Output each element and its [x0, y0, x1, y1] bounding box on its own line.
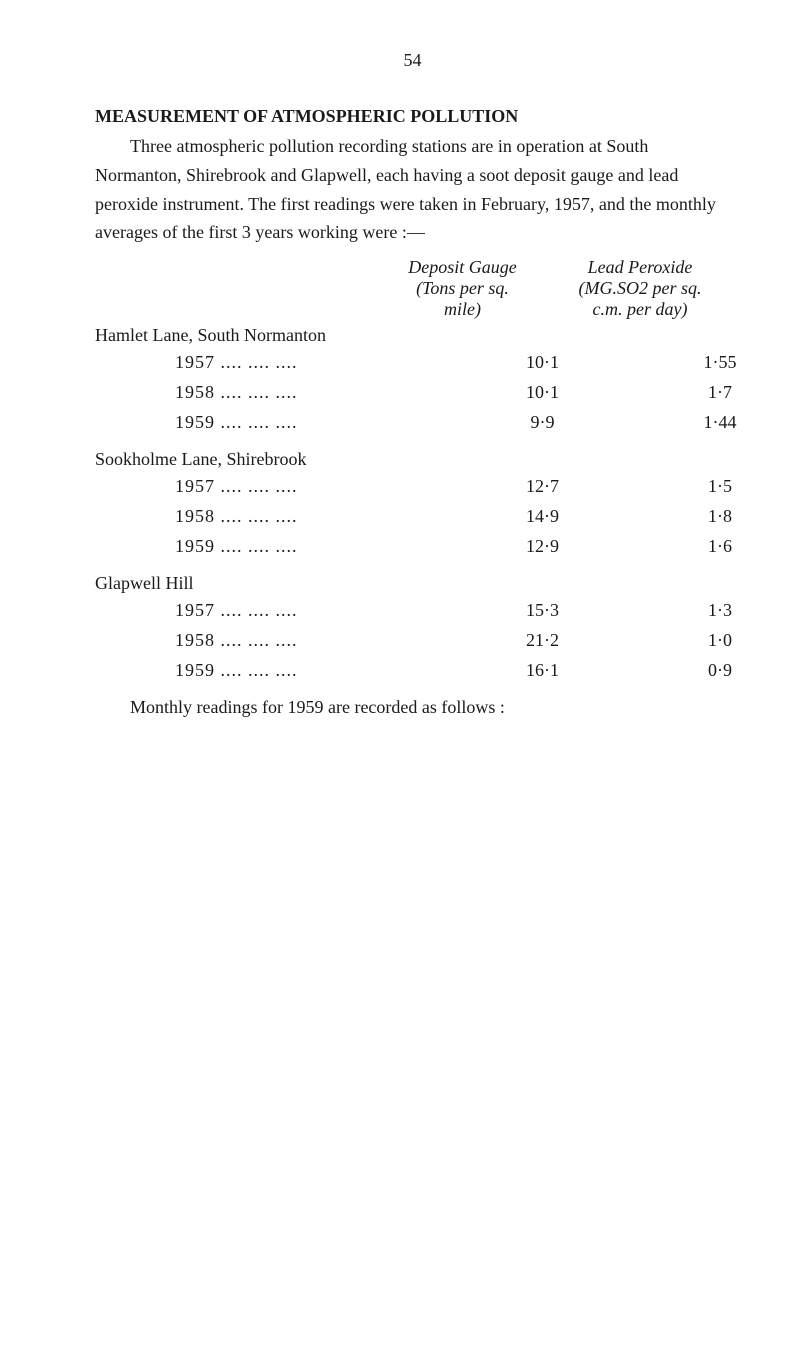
section-label: Glapwell Hill — [95, 573, 730, 594]
year-cell: 1958 .... .... .... — [95, 378, 455, 408]
table-row: 1957 .... .... .... 15·3 1·3 — [95, 596, 730, 626]
year-cell: 1957 .... .... .... — [95, 596, 455, 626]
year-cell: 1958 .... .... .... — [95, 502, 455, 532]
deposit-cell: 10·1 — [455, 378, 630, 408]
header-lead-3: c.m. per day) — [550, 299, 730, 320]
header-deposit-2: (Tons per sq. — [375, 278, 550, 299]
year-cell: 1958 .... .... .... — [95, 626, 455, 656]
header-deposit-3: mile) — [375, 299, 550, 320]
section-glapwell-hill: Glapwell Hill 1957 .... .... .... 15·3 1… — [95, 573, 730, 685]
year-cell: 1959 .... .... .... — [95, 408, 455, 438]
lead-cell: 1·6 — [630, 532, 800, 562]
table-row: 1957 .... .... .... 12·7 1·5 — [95, 472, 730, 502]
deposit-cell: 16·1 — [455, 656, 630, 686]
footer-paragraph: Monthly readings for 1959 are recorded a… — [95, 697, 730, 718]
year-cell: 1957 .... .... .... — [95, 348, 455, 378]
table-row: 1959 .... .... .... 12·9 1·6 — [95, 532, 730, 562]
lead-cell: 1·44 — [630, 408, 800, 438]
section-title: MEASUREMENT OF ATMOSPHERIC POLLUTION — [95, 106, 730, 127]
table-header-row-3: mile) c.m. per day) — [95, 299, 730, 320]
deposit-cell: 12·9 — [455, 532, 630, 562]
table-row: 1958 .... .... .... 14·9 1·8 — [95, 502, 730, 532]
table-row: 1958 .... .... .... 10·1 1·7 — [95, 378, 730, 408]
year-cell: 1957 .... .... .... — [95, 472, 455, 502]
lead-cell: 1·8 — [630, 502, 800, 532]
table-row: 1958 .... .... .... 21·2 1·0 — [95, 626, 730, 656]
table-header-row-1: Deposit Gauge Lead Peroxide — [95, 257, 730, 278]
deposit-cell: 9·9 — [455, 408, 630, 438]
header-lead-2: (MG.SO2 per sq. — [550, 278, 730, 299]
lead-cell: 0·9 — [630, 656, 800, 686]
table-row: 1957 .... .... .... 10·1 1·55 — [95, 348, 730, 378]
deposit-cell: 14·9 — [455, 502, 630, 532]
section-sookholme-lane: Sookholme Lane, Shirebrook 1957 .... ...… — [95, 449, 730, 561]
page-content: 54 MEASUREMENT OF ATMOSPHERIC POLLUTION … — [0, 0, 800, 718]
table-header-row-2: (Tons per sq. (MG.SO2 per sq. — [95, 278, 730, 299]
table-row: 1959 .... .... .... 9·9 1·44 — [95, 408, 730, 438]
page-number: 54 — [95, 50, 730, 71]
year-cell: 1959 .... .... .... — [95, 532, 455, 562]
lead-cell: 1·7 — [630, 378, 800, 408]
data-table: Deposit Gauge Lead Peroxide (Tons per sq… — [95, 257, 730, 685]
year-cell: 1959 .... .... .... — [95, 656, 455, 686]
lead-cell: 1·0 — [630, 626, 800, 656]
intro-paragraph: Three atmospheric pollution recording st… — [95, 132, 730, 247]
section-hamlet-lane: Hamlet Lane, South Normanton 1957 .... .… — [95, 325, 730, 437]
header-deposit-1: Deposit Gauge — [375, 257, 550, 278]
lead-cell: 1·55 — [630, 348, 800, 378]
deposit-cell: 10·1 — [455, 348, 630, 378]
section-label: Sookholme Lane, Shirebrook — [95, 449, 730, 470]
lead-cell: 1·3 — [630, 596, 800, 626]
deposit-cell: 15·3 — [455, 596, 630, 626]
lead-cell: 1·5 — [630, 472, 800, 502]
section-label: Hamlet Lane, South Normanton — [95, 325, 730, 346]
table-row: 1959 .... .... .... 16·1 0·9 — [95, 656, 730, 686]
header-lead-1: Lead Peroxide — [550, 257, 730, 278]
deposit-cell: 21·2 — [455, 626, 630, 656]
deposit-cell: 12·7 — [455, 472, 630, 502]
